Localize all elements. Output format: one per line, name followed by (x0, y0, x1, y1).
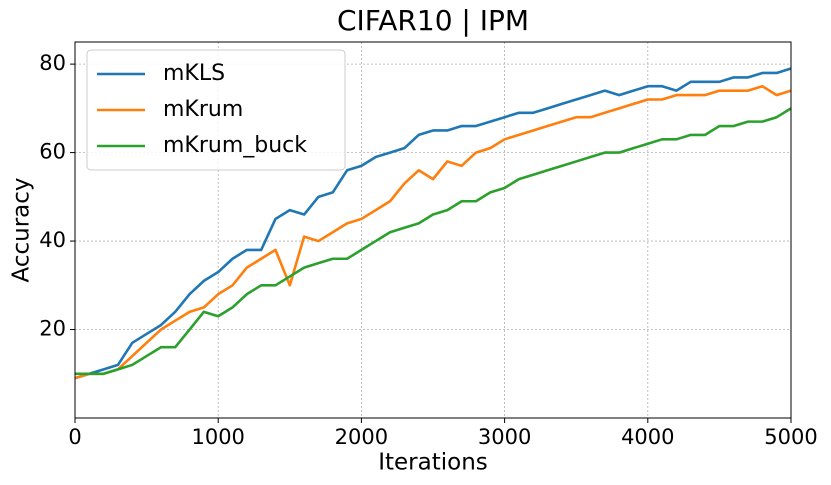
legend-box (86, 49, 346, 171)
x-tick-label: 1000 (191, 425, 244, 449)
x-axis-label: Iterations (378, 450, 488, 476)
legend-label: mKrum_buck (163, 133, 307, 158)
y-tick-label: 20 (39, 317, 66, 341)
y-axis-label: Accuracy (9, 177, 35, 282)
series-line (74, 84, 792, 380)
x-tick-label: 0 (68, 425, 81, 449)
x-tick-label: 2000 (335, 425, 388, 449)
y-tick-label: 80 (39, 51, 66, 75)
chart-title: CIFAR10 | IPM (337, 4, 529, 37)
series-line (75, 107, 792, 376)
y-tick-label: 40 (39, 228, 66, 252)
legend-label: mKLS (163, 61, 225, 86)
y-tick-label: 60 (39, 140, 66, 164)
plot-frame (74, 41, 792, 419)
x-tick-label: 3000 (478, 425, 531, 449)
x-tick-label: 5000 (764, 425, 817, 449)
x-tick-label: 4000 (621, 425, 674, 449)
series-line (74, 67, 792, 380)
legend-label: mKrum (163, 97, 243, 122)
